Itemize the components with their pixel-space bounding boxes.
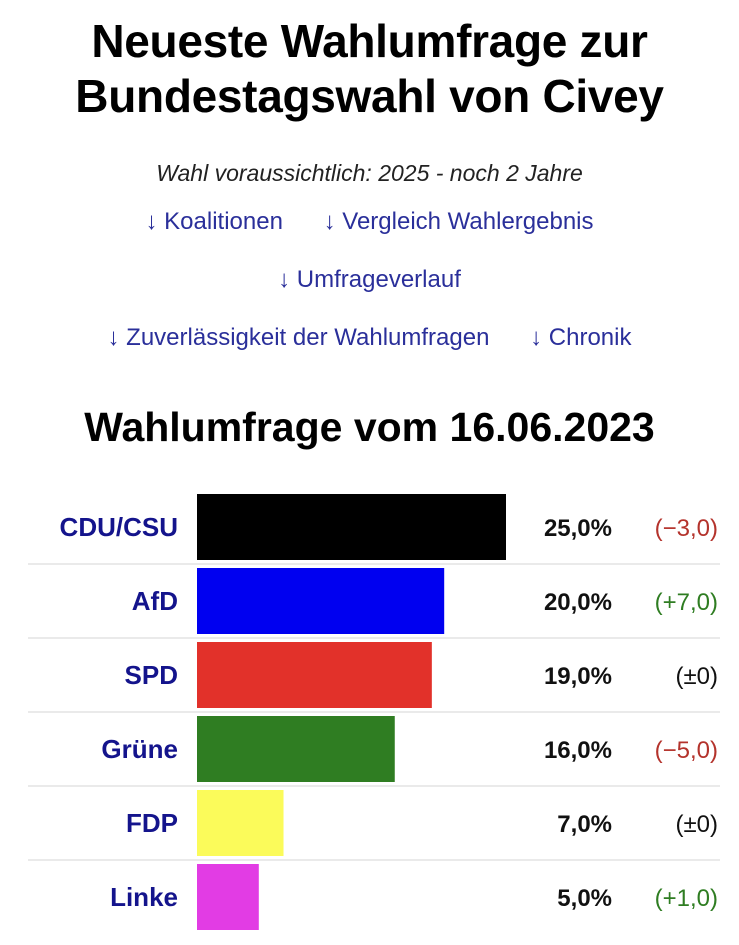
nav-row-3: ↓ Zuverlässigkeit der Wahlumfragen ↓ Chr… (0, 324, 739, 352)
link-koalitionen[interactable]: ↓ Koalitionen (145, 208, 283, 235)
percent-value: 16,0% (544, 737, 612, 764)
percent-value: 25,0% (544, 515, 612, 542)
chart-heading: Wahlumfrage vom 16.06.2023 (84, 404, 655, 450)
change-value: (+1,0) (655, 885, 718, 912)
party-label: SPD (125, 660, 178, 690)
change-value: (+7,0) (655, 589, 718, 616)
party-bar (197, 864, 259, 930)
party-bar (197, 790, 284, 856)
party-bar (197, 494, 506, 560)
party-label: AfD (132, 586, 178, 616)
election-subtitle: Wahl voraussichtlich: 2025 - noch 2 Jahr… (156, 160, 583, 186)
title-line-2: Bundestagswahl von Civey (75, 70, 664, 122)
party-label: Linke (110, 882, 178, 912)
party-bar (197, 642, 432, 708)
party-label: FDP (126, 808, 178, 838)
party-bar (197, 716, 395, 782)
change-value: (±0) (675, 811, 718, 838)
party-bar (197, 568, 445, 634)
link-zuverlaessigkeit[interactable]: ↓ Zuverlässigkeit der Wahlumfragen (107, 324, 490, 351)
party-label: CDU/CSU (60, 512, 178, 542)
change-value: (−3,0) (655, 515, 718, 542)
party-label: Grüne (101, 734, 178, 764)
link-vergleich-wahlergebnis[interactable]: ↓ Vergleich Wahlergebnis (323, 208, 594, 235)
percent-value: 19,0% (544, 663, 612, 690)
link-umfrageverlauf[interactable]: ↓ Umfrageverlauf (278, 266, 461, 293)
change-value: (±0) (675, 663, 718, 690)
title-line-1: Neueste Wahlumfrage zur (91, 15, 648, 67)
percent-value: 7,0% (557, 811, 612, 838)
nav-row-1: ↓ Koalitionen ↓ Vergleich Wahlergebnis (0, 208, 739, 236)
poll-bar-chart: CDU/CSU 25,0% (−3,0) AfD 20,0% (+7,0) SPD 19,0%… (28, 494, 720, 930)
link-chronik[interactable]: ↓ Chronik (530, 324, 632, 351)
change-value: (−5,0) (655, 737, 718, 764)
page-title: Neueste Wahlumfrage zur Bundestagswahl v… (0, 14, 739, 124)
nav-row-2: ↓ Umfrageverlauf (0, 266, 739, 294)
percent-value: 20,0% (544, 589, 612, 616)
percent-value: 5,0% (557, 885, 612, 912)
